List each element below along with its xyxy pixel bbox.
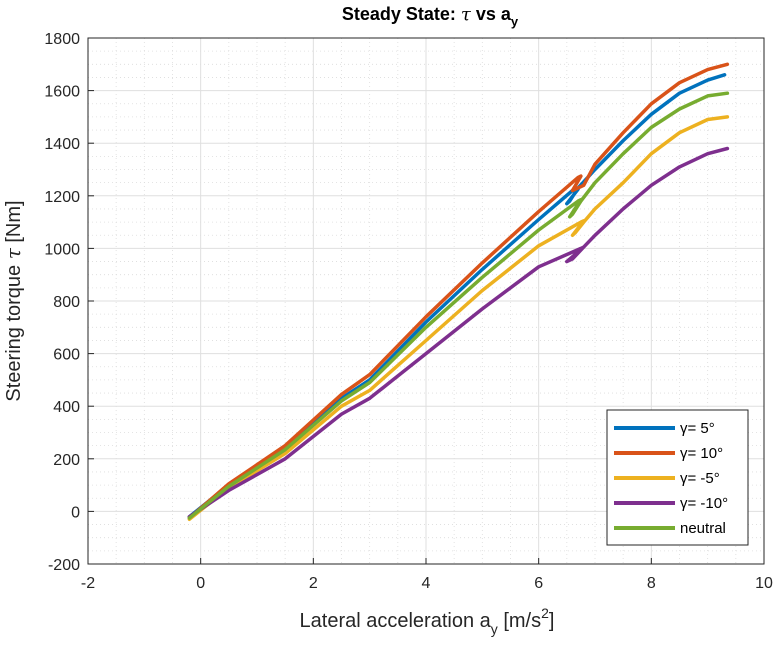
- x-tick-label: 8: [647, 575, 656, 592]
- y-tick-label: -200: [48, 557, 80, 574]
- x-tick-label: 6: [534, 575, 543, 592]
- series-line-2: [187, 62, 730, 520]
- y-tick-label: 1000: [44, 241, 80, 258]
- y-tick-label: 600: [53, 347, 80, 364]
- y-tick-label: 800: [53, 294, 80, 311]
- y-tick-label: 400: [53, 399, 80, 416]
- legend-label: neutral: [680, 520, 726, 537]
- y-tick-label: 1400: [44, 136, 80, 153]
- y-tick-label: 1600: [44, 84, 80, 101]
- y-tick-label: 0: [71, 504, 80, 521]
- series-line-3: [187, 115, 730, 522]
- y-tick-labels: -200 0 200 400 600 800 1000 1200 1400 1600 1800: [44, 31, 94, 574]
- x-tick-label: -2: [81, 575, 95, 592]
- x-tick-label: 2: [309, 575, 318, 592]
- legend-label: γ= 10°: [680, 445, 723, 462]
- y-tick-label: 200: [53, 452, 80, 469]
- series-layer: [187, 62, 730, 522]
- x-tick-label: 10: [755, 575, 773, 592]
- y-axis-label: Steering torque τ [Nm]: [1, 200, 25, 401]
- x-tick-label: 4: [422, 575, 431, 592]
- legend-label: γ= -5°: [680, 470, 720, 487]
- legend-label: γ= -10°: [680, 495, 728, 512]
- y-tick-label: 1800: [44, 31, 80, 48]
- legend-label: γ= 5°: [680, 420, 715, 437]
- chart-title: Steady State: τ vs ay: [342, 4, 519, 29]
- x-tick-labels: -2 0 2 4 6 8 10: [81, 558, 773, 592]
- series-line-4: [187, 146, 730, 519]
- x-tick-label: 0: [196, 575, 205, 592]
- y-tick-label: 1200: [44, 189, 80, 206]
- legend: γ= 5° γ= 10° γ= -5° γ= -10° neutral: [606, 409, 749, 546]
- x-axis-label: Lateral acceleration ay [m/s2]: [300, 605, 555, 637]
- series-line-5: [187, 91, 730, 520]
